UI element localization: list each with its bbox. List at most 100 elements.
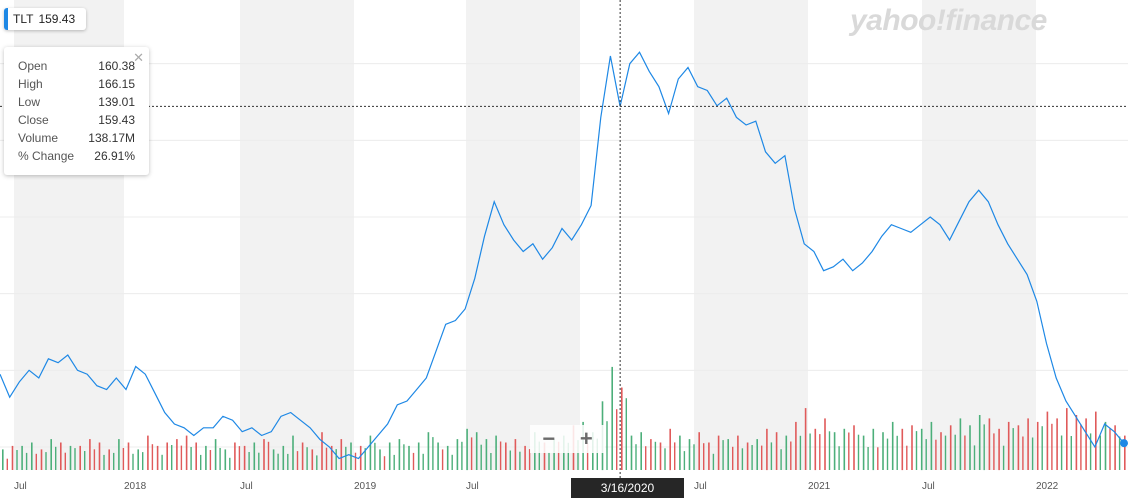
volume-bar [944, 435, 947, 470]
ticker-badge[interactable]: TLT 159.43 [4, 8, 87, 30]
tooltip-row-close: Close 159.43 [18, 113, 135, 131]
volume-bar [911, 425, 913, 470]
x-tick-label: 2019 [354, 481, 377, 492]
volume-bar [630, 435, 633, 470]
tooltip-value: 139.01 [98, 95, 135, 109]
volume-bar [809, 433, 811, 470]
volume-bar [238, 446, 241, 470]
volume-bar [243, 445, 246, 470]
volume-bar [11, 445, 14, 470]
volume-bar [263, 439, 265, 470]
volume-bar [21, 445, 23, 470]
volume-bar [964, 435, 966, 470]
volume-bar [969, 425, 971, 470]
volume-bar [543, 442, 546, 470]
volume-bar [166, 442, 168, 470]
volume-bar [553, 439, 555, 470]
volume-bar [6, 458, 8, 470]
volume-bar [1002, 445, 1005, 470]
zoom-in-button[interactable]: + [579, 426, 593, 451]
volume-bar [669, 428, 671, 471]
volume-bar [1046, 411, 1049, 470]
volume-bar [393, 454, 395, 470]
volume-bar [683, 451, 686, 470]
volume-bar [616, 409, 618, 470]
zoom-out-button[interactable]: − [542, 426, 556, 451]
volume-bar [524, 445, 526, 470]
volume-bar [359, 445, 362, 470]
volume-bar [674, 442, 676, 470]
volume-bar [814, 428, 817, 471]
volume-bar [441, 449, 444, 470]
volume-bar [1060, 435, 1063, 470]
ticker-price: 159.43 [38, 12, 76, 26]
volume-bar [804, 408, 807, 470]
volume-bar [824, 418, 826, 470]
volume-bar [185, 435, 188, 470]
volume-bar [708, 442, 710, 470]
volume-bar [354, 452, 357, 470]
volume-bar [1012, 428, 1014, 470]
volume-bar [954, 434, 956, 470]
volume-bar [64, 452, 66, 470]
volume-bar [437, 442, 439, 470]
volume-bar [1022, 436, 1024, 470]
volume-bar [248, 452, 250, 470]
x-tick-label: Jul [694, 481, 707, 492]
volume-bar [132, 453, 134, 470]
volume-bar [209, 450, 212, 470]
volume-bar [577, 440, 579, 470]
volume-bar [983, 424, 985, 471]
volume-bar [959, 418, 962, 470]
volume-bar [664, 448, 666, 470]
tooltip-value: 160.38 [98, 59, 135, 73]
x-tick-label: 2018 [124, 481, 147, 492]
volume-bar [2, 449, 4, 470]
volume-bar [654, 441, 657, 470]
volume-bar [795, 421, 797, 470]
ticker-color-swatch [4, 8, 8, 30]
volume-bar [470, 437, 473, 470]
volume-bar [50, 439, 52, 470]
volume-bar [1124, 435, 1126, 470]
volume-bar [287, 453, 289, 470]
volume-bar [55, 446, 57, 470]
volume-bar [137, 449, 139, 470]
period-band [240, 0, 354, 470]
volume-bar [717, 435, 720, 470]
volume-bar [335, 449, 337, 470]
volume-bar [766, 428, 768, 471]
period-bands [14, 0, 1036, 470]
volume-bar [480, 444, 482, 470]
volume-bar [108, 449, 110, 470]
volume-bar [756, 439, 758, 470]
volume-bar [1056, 418, 1058, 470]
volume-bar [79, 445, 81, 470]
x-axis-ticks: Jul2018Jul2019Jul2020Jul2021Jul2022 [14, 481, 1059, 492]
crosshair-date-label: 3/16/2020 [571, 478, 684, 498]
volume-bar [93, 449, 96, 470]
volume-bar [712, 453, 715, 470]
volume-bar [1051, 423, 1053, 470]
volume-bar [659, 442, 662, 470]
tooltip-value: 166.15 [98, 77, 135, 91]
volume-bar [751, 445, 753, 470]
volume-bar [427, 432, 430, 470]
volume-bar [35, 453, 37, 470]
volume-bar [127, 442, 130, 470]
volume-bar [1027, 418, 1029, 470]
volume-bar [301, 442, 304, 470]
tooltip-value: 26.91% [94, 149, 135, 163]
volume-bar [74, 448, 76, 470]
volume-bar [538, 441, 540, 470]
volume-bar [214, 439, 217, 470]
volume-bar [770, 442, 773, 470]
volume-bar [843, 428, 846, 471]
volume-bar [31, 442, 33, 470]
volume-bar [403, 444, 405, 470]
volume-bar [993, 433, 995, 470]
volume-bar [156, 445, 159, 470]
volume-bar [1080, 424, 1082, 471]
close-icon[interactable]: ✕ [133, 50, 144, 65]
